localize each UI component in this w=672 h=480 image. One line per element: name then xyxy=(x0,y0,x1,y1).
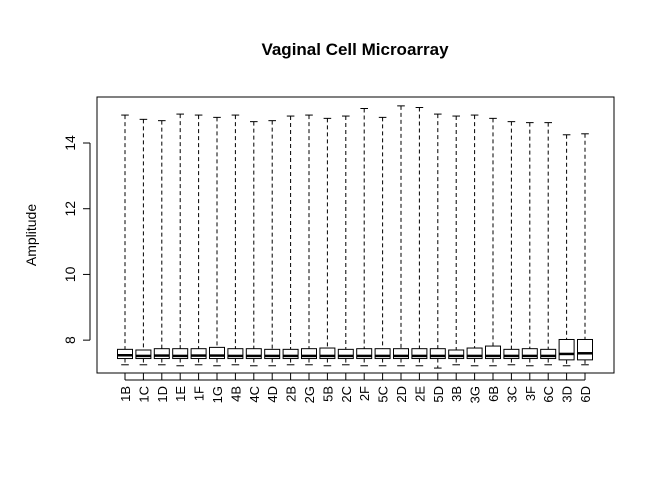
x-tick-label: 3F xyxy=(523,386,538,401)
x-tick-label: 5C xyxy=(376,386,391,403)
box-iqr xyxy=(429,348,446,360)
x-tick-labels: 1B 1C 1D 1E 1F 1G 4B 4C 4D 2B 2G 5B 2C 2F 5C 2D 2E 5D 3B 3G… xyxy=(118,373,593,403)
y-tick-label: 10 xyxy=(62,266,78,282)
x-tick-label: 4B xyxy=(228,386,243,402)
x-tick-label: 4D xyxy=(265,386,280,403)
x-tick-label: 1E xyxy=(173,386,188,402)
x-tick-label: 2E xyxy=(412,386,427,402)
box-iqr xyxy=(393,348,409,360)
box-iqr xyxy=(448,349,465,360)
box-iqr xyxy=(319,347,336,360)
x-tick-label: 6D xyxy=(578,386,593,403)
box-iqr xyxy=(209,346,225,360)
x-tick-label: 3D xyxy=(560,386,575,403)
box-iqr xyxy=(264,348,281,360)
box-iqr xyxy=(227,348,244,360)
box-iqr xyxy=(245,348,262,360)
box-iqr xyxy=(153,348,170,360)
x-tick-label: 4C xyxy=(247,386,262,403)
box-iqr xyxy=(172,348,189,360)
x-tick-label: 6C xyxy=(541,386,556,403)
y-tick-label: 8 xyxy=(62,336,78,344)
box-iqr xyxy=(374,348,391,360)
x-tick-label: 5B xyxy=(320,386,335,402)
x-tick-label: 2F xyxy=(357,386,372,401)
boxes-layer xyxy=(117,105,593,369)
box-iqr xyxy=(466,347,483,360)
chart-title: Vaginal Cell Microarray xyxy=(261,40,449,59)
box-iqr xyxy=(521,348,538,360)
box-iqr xyxy=(540,348,557,360)
box-iqr xyxy=(577,338,593,361)
x-tick-label: 2C xyxy=(339,386,354,403)
x-tick-label: 5D xyxy=(431,386,446,403)
y-tick-label: 14 xyxy=(62,135,78,151)
y-axis-label: Amplitude xyxy=(23,204,39,266)
x-tick-label: 2G xyxy=(302,386,317,403)
box-iqr xyxy=(190,348,207,360)
y-axis: 8 10 12 14 xyxy=(62,135,91,344)
box-iqr xyxy=(356,348,373,360)
box-iqr xyxy=(282,348,299,360)
plot-frame xyxy=(96,96,615,374)
x-tick-label: 6B xyxy=(486,386,501,402)
box-iqr xyxy=(135,349,152,360)
box-iqr xyxy=(337,348,354,360)
box-iqr xyxy=(411,348,428,360)
x-tick-label: 1B xyxy=(118,386,133,402)
x-tick-label: 3B xyxy=(449,386,464,402)
x-tick-label: 3G xyxy=(468,386,483,403)
x-tick-label: 1D xyxy=(155,386,170,403)
box-iqr xyxy=(503,348,520,360)
box-iqr xyxy=(117,348,133,360)
x-tick-label: 3C xyxy=(504,386,519,403)
x-tick-label: 1C xyxy=(136,386,151,403)
box-iqr xyxy=(558,338,575,361)
x-tick-label: 2D xyxy=(394,386,409,403)
x-tick-label: 2B xyxy=(284,386,299,402)
y-tick-label: 12 xyxy=(62,201,78,217)
x-tick-label: 1F xyxy=(192,386,207,401)
x-tick-label: 1G xyxy=(210,386,225,403)
box-iqr xyxy=(301,348,317,360)
